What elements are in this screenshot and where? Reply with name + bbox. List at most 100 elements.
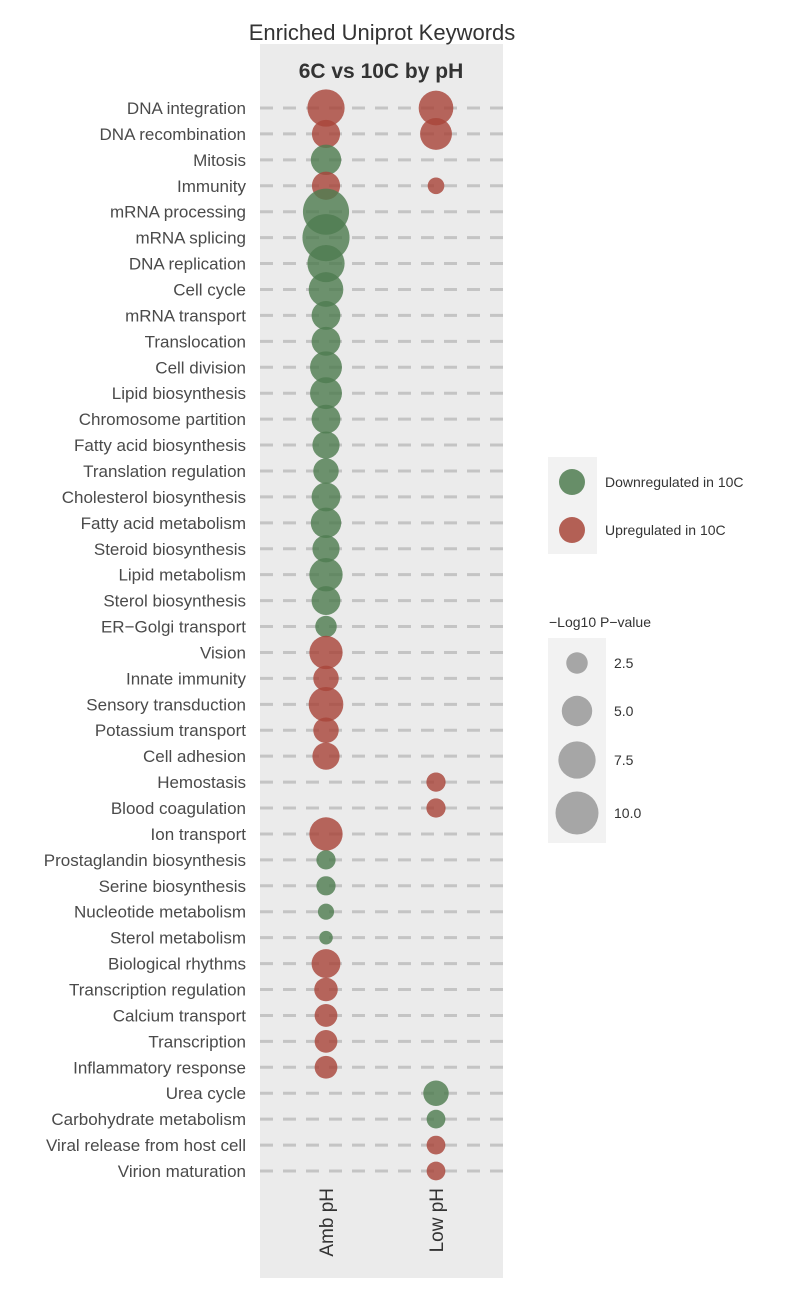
- point-amb-ph-calcium-transport: [314, 1004, 338, 1027]
- y-tick-label: Ion transport: [151, 825, 247, 844]
- y-tick-label: Lipid biosynthesis: [112, 384, 246, 403]
- y-tick-label: Biological rhythms: [108, 955, 246, 974]
- y-tick-label: Sterol biosynthesis: [103, 592, 246, 611]
- y-tick-label: Lipid metabolism: [118, 566, 246, 585]
- y-tick-label: Chromosome partition: [79, 410, 246, 429]
- point-amb-ph-transcription: [314, 1029, 338, 1053]
- y-tick-label: Sensory transduction: [86, 695, 246, 714]
- point-amb-ph-cell-adhesion: [312, 742, 340, 770]
- point-amb-ph-translocation: [311, 326, 341, 356]
- point-amb-ph-innate-immunity: [313, 665, 339, 692]
- y-tick-label: Vision: [200, 643, 246, 662]
- color-legend: Downregulated in 10C Upregulated in 10C: [548, 457, 744, 554]
- data-points: [302, 89, 454, 1181]
- y-tick-label: DNA integration: [127, 99, 246, 118]
- point-amb-ph-cell-cycle: [308, 272, 344, 307]
- point-amb-ph-sterol-metabolism: [319, 930, 333, 945]
- y-tick-label: Translation regulation: [83, 462, 246, 481]
- y-tick-label: Steroid biosynthesis: [94, 540, 246, 559]
- y-tick-label: Blood coagulation: [111, 799, 246, 818]
- y-tick-label: Carbohydrate metabolism: [51, 1110, 246, 1129]
- y-tick-label: Cell cycle: [173, 280, 246, 299]
- y-tick-label: Hemostasis: [157, 773, 246, 792]
- point-low-ph-blood-coagulation: [426, 798, 446, 818]
- size-legend-title: −Log10 P−value: [549, 614, 651, 630]
- point-amb-ph-fatty-acid-biosynthesis: [312, 431, 340, 459]
- y-tick-label: Serine biosynthesis: [99, 877, 246, 896]
- point-amb-ph-cell-division: [310, 351, 342, 384]
- point-low-ph-immunity: [427, 177, 445, 195]
- y-axis-labels: DNA integration DNA recombination Mitosis I…: [44, 99, 247, 1181]
- gridlines: [260, 106, 503, 1173]
- legend-label-upregulated: Upregulated in 10C: [605, 522, 726, 538]
- size-legend-label: 7.5: [614, 752, 634, 768]
- point-amb-ph-mitosis: [310, 144, 342, 176]
- y-tick-label: Viral release from host cell: [46, 1136, 246, 1155]
- y-tick-label: Cell division: [155, 358, 246, 377]
- y-tick-label: Cholesterol biosynthesis: [62, 488, 246, 507]
- y-tick-label: Immunity: [177, 177, 246, 196]
- y-tick-label: Mitosis: [193, 151, 246, 170]
- y-tick-label: Inflammatory response: [73, 1058, 246, 1077]
- y-tick-label: Cell adhesion: [143, 747, 246, 766]
- point-amb-ph-translation-regulation: [313, 458, 339, 484]
- point-amb-ph-er-golgi-transport: [315, 615, 337, 638]
- legend-key-downregulated: [559, 469, 585, 495]
- point-amb-ph-potassium-transport: [313, 717, 339, 743]
- y-tick-label: Virion maturation: [118, 1162, 246, 1181]
- point-amb-ph-steroid-biosynthesis: [312, 535, 340, 563]
- y-tick-label: Translocation: [145, 332, 246, 351]
- size-legend-key: [566, 652, 588, 674]
- point-amb-ph-serine-biosynthesis: [316, 876, 336, 896]
- size-legend-label: 10.0: [614, 805, 641, 821]
- y-tick-label: Potassium transport: [95, 721, 246, 740]
- point-amb-ph-transcription-regulation: [314, 977, 338, 1002]
- y-tick-label: Transcription regulation: [69, 981, 246, 1000]
- point-amb-ph-lipid-biosynthesis: [310, 377, 342, 410]
- y-tick-label: mRNA splicing: [135, 229, 246, 248]
- panel-background: [260, 44, 503, 1278]
- point-amb-ph-ion-transport: [309, 817, 343, 851]
- legend-label-downregulated: Downregulated in 10C: [605, 474, 744, 490]
- y-tick-label: Fatty acid metabolism: [81, 514, 246, 533]
- y-tick-label: Calcium transport: [113, 1006, 246, 1025]
- y-tick-label: Nucleotide metabolism: [74, 903, 246, 922]
- x-tick-label: Low pH: [427, 1188, 448, 1252]
- point-amb-ph-sensory-transduction: [308, 686, 344, 722]
- point-low-ph-dna-recombination: [420, 117, 452, 150]
- point-amb-ph-dna-integration: [307, 89, 345, 127]
- size-legend-key: [558, 741, 596, 779]
- y-tick-label: Innate immunity: [126, 669, 246, 688]
- x-axis-labels: Amb pH Low pH: [317, 1188, 448, 1257]
- facet-title: 6C vs 10C by pH: [299, 60, 464, 83]
- y-tick-label: ER−Golgi transport: [101, 618, 246, 637]
- point-low-ph-virion-maturation: [426, 1161, 446, 1181]
- point-amb-ph-cholesterol-biosynthesis: [311, 482, 341, 512]
- x-tick-label: Amb pH: [317, 1188, 338, 1257]
- point-amb-ph-nucleotide-metabolism: [317, 903, 335, 920]
- point-amb-ph-prostaglandin-biosynthesis: [316, 850, 336, 870]
- y-tick-label: DNA replication: [129, 255, 246, 274]
- point-amb-ph-mrna-transport: [311, 300, 341, 330]
- size-legend-key: [561, 695, 593, 727]
- y-tick-label: Fatty acid biosynthesis: [74, 436, 246, 455]
- point-low-ph-carbohydrate-metabolism: [426, 1109, 446, 1129]
- chart-title: Enriched Uniprot Keywords: [249, 20, 516, 45]
- y-tick-label: Transcription: [148, 1032, 246, 1051]
- point-amb-ph-inflammatory-response: [314, 1055, 338, 1079]
- y-tick-label: Sterol metabolism: [110, 929, 246, 948]
- size-legend: −Log10 P−value 2.5 5.0 7.5 10.0: [548, 614, 651, 843]
- y-tick-label: Prostaglandin biosynthesis: [44, 851, 246, 870]
- point-amb-ph-lipid-metabolism: [309, 558, 343, 592]
- point-low-ph-hemostasis: [426, 772, 446, 792]
- point-amb-ph-sterol-biosynthesis: [311, 586, 341, 616]
- point-amb-ph-dna-replication: [307, 244, 345, 283]
- y-tick-label: Urea cycle: [166, 1084, 246, 1103]
- size-legend-key: [555, 791, 599, 835]
- point-amb-ph-biological-rhythms: [311, 949, 341, 979]
- point-amb-ph-vision: [309, 635, 343, 670]
- size-legend-label: 5.0: [614, 703, 634, 719]
- point-low-ph-urea-cycle: [423, 1080, 449, 1106]
- point-amb-ph-dna-recombination: [311, 119, 341, 149]
